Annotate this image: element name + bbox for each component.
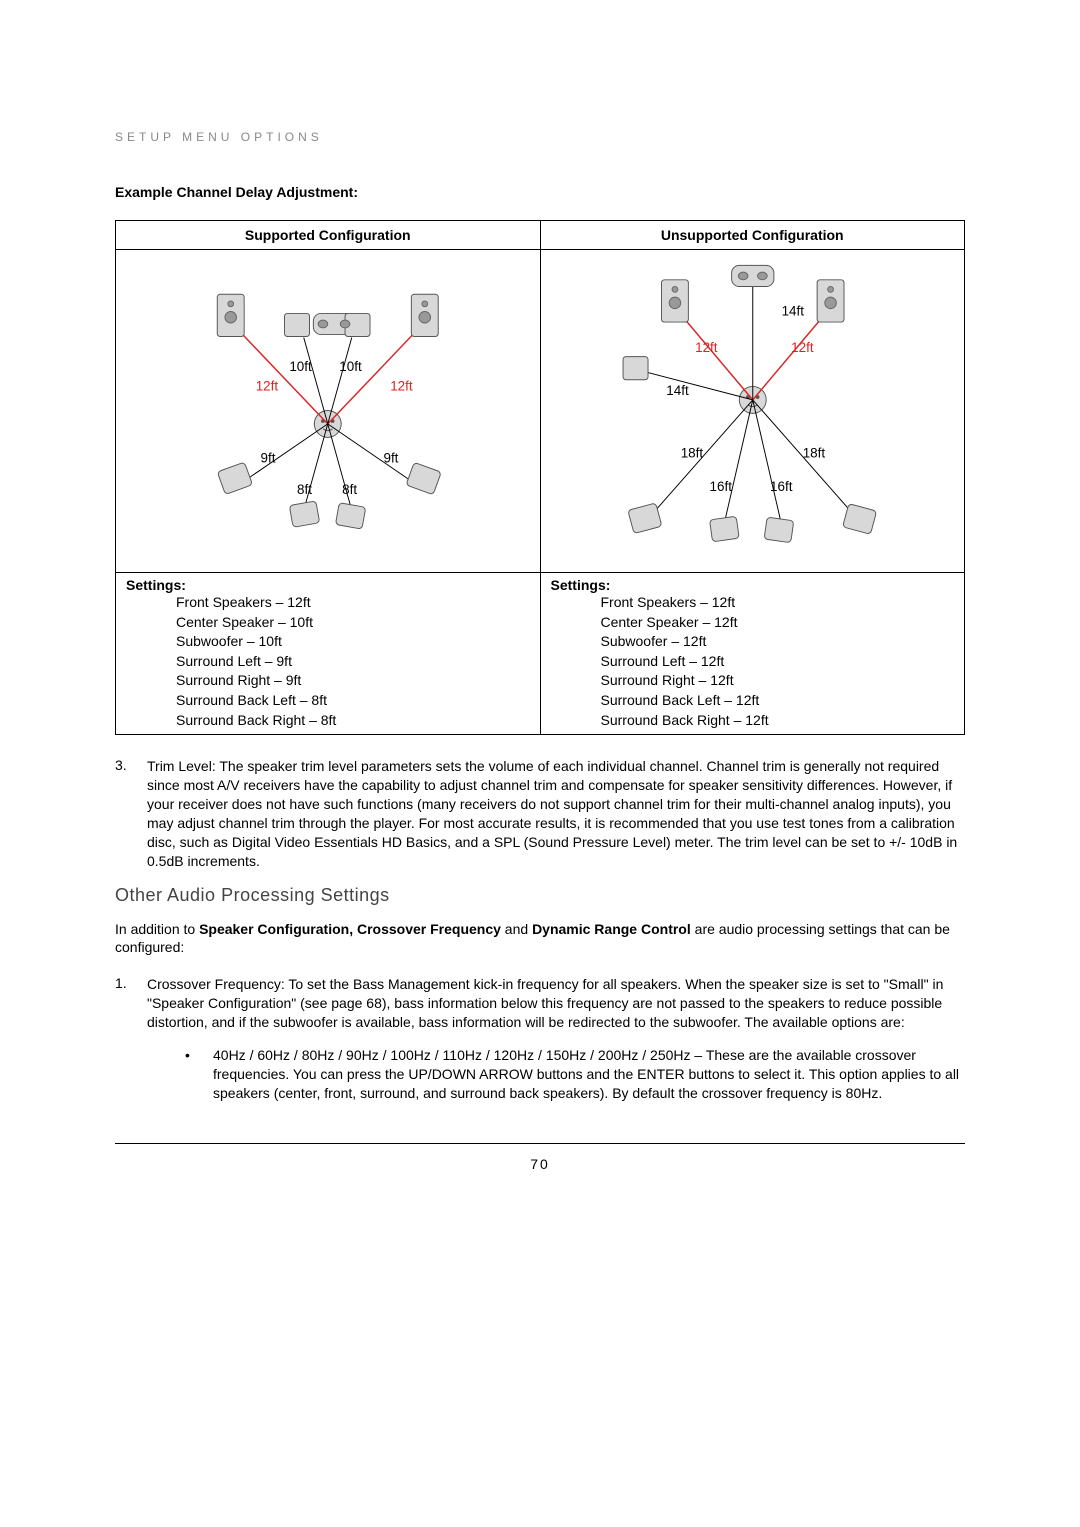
item-3: 3. Trim Level: The speaker trim level pa… — [115, 757, 965, 870]
dist-sr: 9ft — [383, 450, 398, 465]
unsupported-diagram: 12ft 12ft 14ft 14ft 18ft 18ft 16ft 16ft — [540, 250, 965, 573]
config-table: Supported Configuration Unsupported Conf… — [115, 220, 965, 735]
setting-line: Surround Back Right – 12ft — [601, 711, 955, 731]
subheading: Other Audio Processing Settings — [115, 885, 965, 906]
item-number: 1. — [115, 975, 133, 1032]
settings-label: Settings: — [551, 577, 611, 593]
supported-diagram: 12ft 12ft 10ft 10ft 9ft 9ft 8ft 8ft — [116, 250, 541, 573]
setting-line: Surround Right – 12ft — [601, 671, 955, 691]
setting-line: Front Speakers – 12ft — [176, 593, 530, 613]
svg-text:14ft: 14ft — [666, 383, 689, 398]
svg-text:18ft: 18ft — [680, 446, 703, 461]
dist-c1: 10ft — [289, 359, 312, 374]
bullet-dot: • — [185, 1046, 195, 1103]
setting-line: Subwoofer – 12ft — [601, 632, 955, 652]
dist-sbl: 8ft — [297, 482, 312, 497]
page-number: 70 — [530, 1156, 550, 1172]
unsupported-settings: Settings: Front Speakers – 12ft Center S… — [540, 573, 965, 735]
page-footer: 70 — [115, 1143, 965, 1172]
item-number: 3. — [115, 757, 133, 870]
page-header: SETUP MENU OPTIONS — [115, 130, 965, 144]
crossover-label: Crossover Frequency — [147, 976, 281, 992]
dist-fr: 12ft — [390, 378, 413, 393]
svg-text:18ft: 18ft — [802, 446, 825, 461]
setting-line: Surround Left – 9ft — [176, 652, 530, 672]
col1-header: Supported Configuration — [116, 221, 541, 250]
setting-line: Surround Left – 12ft — [601, 652, 955, 672]
setting-line: Surround Back Right – 8ft — [176, 711, 530, 731]
intro-paragraph: In addition to Speaker Configuration, Cr… — [115, 920, 965, 958]
svg-text:16ft: 16ft — [709, 479, 732, 494]
setting-line: Center Speaker – 10ft — [176, 613, 530, 633]
dist-sl: 9ft — [261, 450, 276, 465]
setting-line: Surround Back Left – 8ft — [176, 691, 530, 711]
settings-label: Settings: — [126, 577, 186, 593]
supported-settings: Settings: Front Speakers – 12ft Center S… — [116, 573, 541, 735]
dist-sbr: 8ft — [342, 482, 357, 497]
setting-line: Front Speakers – 12ft — [601, 593, 955, 613]
setting-line: Center Speaker – 12ft — [601, 613, 955, 633]
item-1: 1. Crossover Frequency: To set the Bass … — [115, 975, 965, 1032]
dist-fl: 12ft — [256, 378, 279, 393]
svg-text:12ft: 12ft — [791, 340, 814, 355]
dve-italic: Digital Video Essentials HD Basics — [232, 834, 447, 850]
svg-text:16ft: 16ft — [770, 479, 793, 494]
freq-list: 40Hz / 60Hz / 80Hz / 90Hz / 100Hz / 110H… — [213, 1047, 691, 1063]
setting-line: Surround Right – 9ft — [176, 671, 530, 691]
svg-text:12ft: 12ft — [695, 340, 718, 355]
trim-level-label: Trim Level — [147, 758, 212, 774]
dist-c2: 10ft — [339, 359, 362, 374]
setting-line: Surround Back Left – 12ft — [601, 691, 955, 711]
col2-header: Unsupported Configuration — [540, 221, 965, 250]
setting-line: Subwoofer – 10ft — [176, 632, 530, 652]
bullet-item: • 40Hz / 60Hz / 80Hz / 90Hz / 100Hz / 11… — [185, 1046, 965, 1103]
example-title: Example Channel Delay Adjustment: — [115, 184, 965, 200]
svg-text:14ft: 14ft — [781, 303, 804, 318]
